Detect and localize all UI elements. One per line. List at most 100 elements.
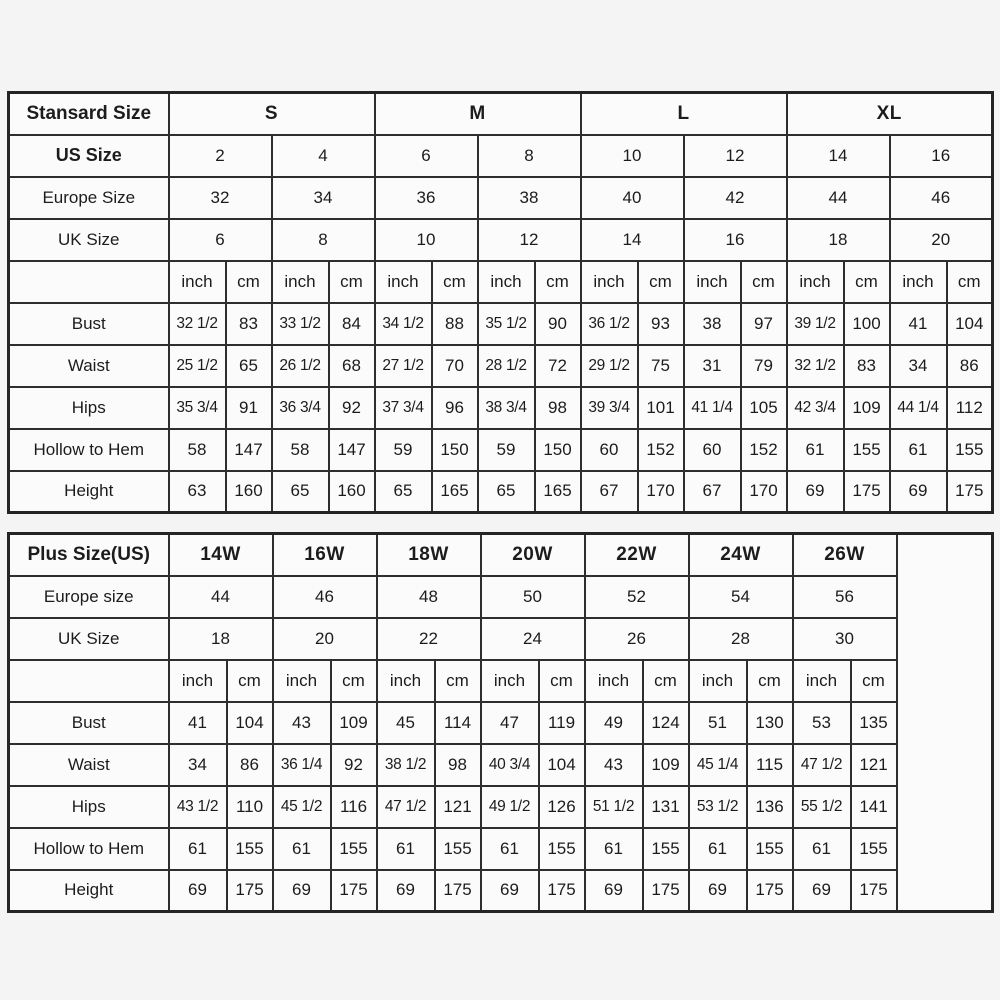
size-value-cell: 8 bbox=[476, 133, 582, 178]
size-value-cell: 14 bbox=[579, 217, 685, 262]
unit-inch-header: inch bbox=[373, 259, 433, 304]
measure-value-cell: 60 bbox=[579, 427, 639, 472]
measure-value-cell: 175 bbox=[225, 868, 274, 913]
size-value-cell: 12 bbox=[682, 133, 788, 178]
measure-value-cell: 32 1/2 bbox=[785, 343, 845, 388]
measure-value-cell: 100 bbox=[842, 301, 891, 346]
unit-cm-header: cm bbox=[849, 658, 898, 703]
measure-value-cell: 47 bbox=[479, 700, 540, 745]
measure-value-cell: 152 bbox=[739, 427, 788, 472]
measure-value-cell: 58 bbox=[167, 427, 227, 472]
measure-value-cell: 110 bbox=[225, 784, 274, 829]
size-value-cell: 4 bbox=[270, 133, 376, 178]
measure-row-label: Hips bbox=[7, 385, 170, 430]
measure-value-cell: 109 bbox=[329, 700, 378, 745]
size-row-label: UK Size bbox=[7, 217, 170, 262]
size-value-cell: 56 bbox=[791, 574, 898, 619]
measure-value-cell: 36 1/2 bbox=[579, 301, 639, 346]
measure-value-cell: 51 1/2 bbox=[583, 784, 644, 829]
size-value-cell: 28 bbox=[687, 616, 794, 661]
unit-row-spacer bbox=[7, 259, 170, 304]
measure-value-cell: 35 3/4 bbox=[167, 385, 227, 430]
size-value-cell: 24 bbox=[479, 616, 586, 661]
measure-value-cell: 72 bbox=[533, 343, 582, 388]
standard-size-table: Stansard Size S M L XL US Size 2 4 6 8 10 12 14 16 Eur… bbox=[7, 91, 994, 514]
unit-cm-header: cm bbox=[537, 658, 586, 703]
measure-value-cell: 69 bbox=[791, 868, 852, 913]
measure-value-cell: 170 bbox=[739, 469, 788, 514]
size-group-header: 14W bbox=[167, 532, 274, 577]
measure-value-cell: 104 bbox=[945, 301, 994, 346]
measure-value-cell: 112 bbox=[945, 385, 994, 430]
size-group-header: 20W bbox=[479, 532, 586, 577]
measure-value-cell: 43 bbox=[271, 700, 332, 745]
measure-value-cell: 175 bbox=[945, 469, 994, 514]
size-value-cell: 52 bbox=[583, 574, 690, 619]
measure-value-cell: 34 bbox=[167, 742, 228, 787]
size-value-cell: 46 bbox=[888, 175, 994, 220]
measure-value-cell: 155 bbox=[433, 826, 482, 871]
empty-column bbox=[895, 532, 994, 913]
measure-value-cell: 155 bbox=[849, 826, 898, 871]
measure-value-cell: 29 1/2 bbox=[579, 343, 639, 388]
measure-value-cell: 115 bbox=[745, 742, 794, 787]
unit-inch-header: inch bbox=[888, 259, 948, 304]
measure-value-cell: 75 bbox=[636, 343, 685, 388]
measure-value-cell: 47 1/2 bbox=[791, 742, 852, 787]
measure-row-label: Waist bbox=[7, 742, 170, 787]
size-value-cell: 20 bbox=[271, 616, 378, 661]
size-value-cell: 10 bbox=[579, 133, 685, 178]
measure-value-cell: 96 bbox=[430, 385, 479, 430]
unit-inch-header: inch bbox=[167, 658, 228, 703]
measure-value-cell: 69 bbox=[271, 868, 332, 913]
measure-value-cell: 65 bbox=[270, 469, 330, 514]
measure-value-cell: 45 1/4 bbox=[687, 742, 748, 787]
measure-value-cell: 121 bbox=[433, 784, 482, 829]
measure-value-cell: 130 bbox=[745, 700, 794, 745]
unit-cm-header: cm bbox=[224, 259, 273, 304]
measure-value-cell: 61 bbox=[583, 826, 644, 871]
measure-value-cell: 41 bbox=[167, 700, 228, 745]
unit-inch-header: inch bbox=[583, 658, 644, 703]
size-group-header: 26W bbox=[791, 532, 898, 577]
measure-value-cell: 101 bbox=[636, 385, 685, 430]
measure-value-cell: 61 bbox=[375, 826, 436, 871]
measure-value-cell: 34 bbox=[888, 343, 948, 388]
measure-value-cell: 38 3/4 bbox=[476, 385, 536, 430]
measure-value-cell: 97 bbox=[739, 301, 788, 346]
measure-value-cell: 47 1/2 bbox=[375, 784, 436, 829]
measure-value-cell: 147 bbox=[224, 427, 273, 472]
measure-value-cell: 65 bbox=[373, 469, 433, 514]
measure-value-cell: 45 bbox=[375, 700, 436, 745]
unit-cm-header: cm bbox=[945, 259, 994, 304]
measure-value-cell: 79 bbox=[739, 343, 788, 388]
size-value-cell: 18 bbox=[785, 217, 891, 262]
measure-value-cell: 60 bbox=[682, 427, 742, 472]
measure-value-cell: 175 bbox=[433, 868, 482, 913]
measure-value-cell: 58 bbox=[270, 427, 330, 472]
measure-value-cell: 105 bbox=[739, 385, 788, 430]
measure-value-cell: 91 bbox=[224, 385, 273, 430]
measure-value-cell: 27 1/2 bbox=[373, 343, 433, 388]
size-value-cell: 22 bbox=[375, 616, 482, 661]
measure-value-cell: 165 bbox=[430, 469, 479, 514]
unit-inch-header: inch bbox=[479, 658, 540, 703]
size-value-cell: 32 bbox=[167, 175, 273, 220]
measure-value-cell: 175 bbox=[745, 868, 794, 913]
measure-value-cell: 69 bbox=[167, 868, 228, 913]
size-row-label: Europe Size bbox=[7, 175, 170, 220]
measure-value-cell: 43 bbox=[583, 742, 644, 787]
measure-value-cell: 26 1/2 bbox=[270, 343, 330, 388]
measure-value-cell: 61 bbox=[888, 427, 948, 472]
measure-value-cell: 93 bbox=[636, 301, 685, 346]
unit-cm-header: cm bbox=[430, 259, 479, 304]
measure-value-cell: 69 bbox=[479, 868, 540, 913]
measure-value-cell: 83 bbox=[842, 343, 891, 388]
unit-cm-header: cm bbox=[327, 259, 376, 304]
size-value-cell: 14 bbox=[785, 133, 891, 178]
measure-value-cell: 69 bbox=[687, 868, 748, 913]
measure-value-cell: 131 bbox=[641, 784, 690, 829]
unit-cm-header: cm bbox=[842, 259, 891, 304]
unit-cm-header: cm bbox=[636, 259, 685, 304]
unit-row-spacer bbox=[7, 658, 170, 703]
